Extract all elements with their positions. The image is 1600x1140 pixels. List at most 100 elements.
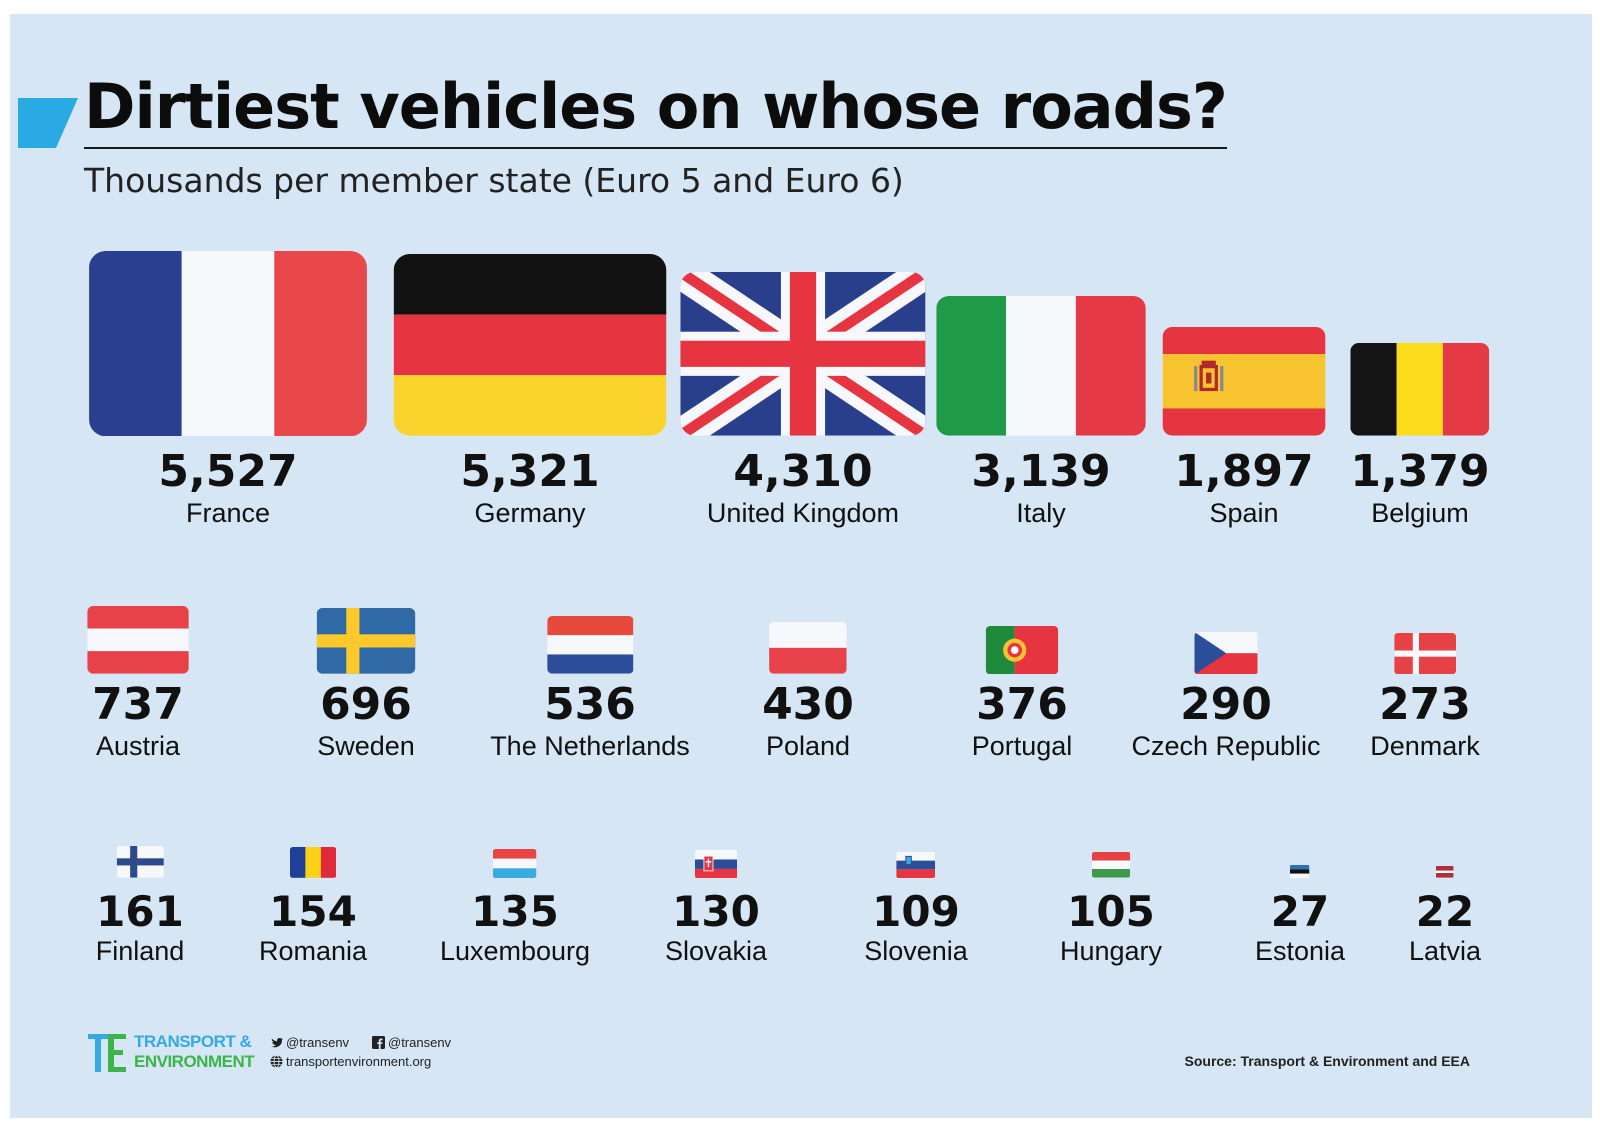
country-estonia: 27 Estonia xyxy=(1255,865,1345,967)
united-kingdom-flag xyxy=(680,272,926,436)
value-label: 737 xyxy=(92,679,184,731)
country-name: Germany xyxy=(474,497,586,528)
value-label: 1,379 xyxy=(1350,446,1490,498)
country-name: Poland xyxy=(765,730,851,761)
country-denmark: 273 Denmark xyxy=(1370,632,1480,762)
country-name: The Netherlands xyxy=(490,730,690,761)
country-portugal: 376 Portugal xyxy=(971,625,1073,762)
country-sweden: 696 Sweden xyxy=(316,608,416,761)
facebook-link[interactable]: @transenv xyxy=(372,1035,451,1050)
country-latvia: 22 Latvia xyxy=(1409,866,1481,967)
poland-flag xyxy=(769,622,847,674)
country-hungary: 105 Hungary xyxy=(1060,852,1162,967)
country-name: Slovenia xyxy=(864,936,968,967)
country-name: Finland xyxy=(95,936,185,967)
italy-flag xyxy=(936,296,1146,436)
luxembourg-flag xyxy=(493,849,537,879)
country-name: Romania xyxy=(258,936,368,967)
country-name: United Kingdom xyxy=(706,497,900,528)
country-name: Estonia xyxy=(1254,936,1346,967)
country-name: Luxembourg xyxy=(439,936,591,967)
twitter-handle: @transenv xyxy=(286,1035,350,1050)
austria-flag xyxy=(87,606,189,675)
te-logo-icon xyxy=(88,1034,126,1072)
country-spain: 1,897 Spain xyxy=(1162,327,1326,528)
country-name: Denmark xyxy=(1370,730,1480,761)
country-name: Slovakia xyxy=(664,936,768,967)
sweden-flag xyxy=(316,608,416,675)
country-slovenia: 109 Slovenia xyxy=(864,851,968,967)
latvia-flag xyxy=(1436,866,1454,878)
france-flag xyxy=(89,250,367,436)
country-name: Hungary xyxy=(1059,936,1163,967)
country-poland: 430 Poland xyxy=(762,622,854,761)
slovenia-flag xyxy=(896,851,936,878)
te-logo: TRANSPORT & ENVIRONMENT xyxy=(88,1032,488,1076)
value-label: 5,527 xyxy=(158,446,298,497)
belgium-flag xyxy=(1350,343,1490,437)
country-czech-republic: 290 Czech Republic xyxy=(1131,631,1321,762)
value-label: 536 xyxy=(544,678,636,730)
netherlands-flag xyxy=(546,616,634,674)
accent-shape xyxy=(18,98,78,148)
hungary-flag xyxy=(1091,852,1131,878)
country-austria: 737 Austria xyxy=(87,606,189,761)
country-italy: 3,139 Italy xyxy=(936,296,1146,528)
value-label: 1,897 xyxy=(1174,446,1314,498)
value-label: 135 xyxy=(471,887,559,937)
country-name: Sweden xyxy=(317,730,415,761)
value-label: 105 xyxy=(1067,886,1155,936)
country-netherlands: 536 The Netherlands xyxy=(490,616,690,761)
country-france: 5,527 France xyxy=(89,250,367,529)
country-name: Portugal xyxy=(971,730,1073,761)
portugal-flag xyxy=(985,625,1059,674)
country-luxembourg: 135 Luxembourg xyxy=(440,849,590,967)
spain-flag xyxy=(1162,327,1326,437)
source-note: Source: Transport & Environment and EEA xyxy=(1184,1053,1471,1069)
country-name: Belgium xyxy=(1371,497,1469,528)
czech-republic-flag xyxy=(1194,631,1258,674)
website-url: transportenvironment.org xyxy=(286,1054,432,1069)
country-romania: 154 Romania xyxy=(259,847,367,967)
value-label: 290 xyxy=(1180,678,1272,730)
germany-flag xyxy=(393,254,667,436)
facebook-handle: @transenv xyxy=(388,1035,452,1050)
value-label: 22 xyxy=(1415,886,1475,936)
value-label: 430 xyxy=(762,679,854,730)
value-label: 376 xyxy=(976,678,1068,730)
value-label: 27 xyxy=(1270,887,1330,937)
country-name: Czech Republic xyxy=(1131,730,1321,761)
country-name: France xyxy=(185,497,271,528)
country-belgium: 1,379 Belgium xyxy=(1350,343,1490,528)
value-label: 273 xyxy=(1379,679,1471,730)
twitter-icon xyxy=(270,1036,283,1049)
romania-flag xyxy=(289,847,337,878)
globe-icon xyxy=(270,1055,283,1068)
website-link[interactable]: transportenvironment.org xyxy=(270,1054,431,1069)
value-label: 109 xyxy=(872,886,960,936)
logo-text-line2: ENVIRONMENT xyxy=(134,1052,255,1071)
page-subtitle: Thousands per member state (Euro 5 and E… xyxy=(84,161,904,200)
country-name: Austria xyxy=(95,730,181,761)
value-label: 3,139 xyxy=(971,445,1111,497)
facebook-icon xyxy=(372,1036,385,1049)
value-label: 161 xyxy=(96,886,184,936)
twitter-link[interactable]: @transenv xyxy=(270,1035,349,1050)
country-finland: 161 Finland xyxy=(95,846,185,967)
infographic-panel xyxy=(10,14,1592,1118)
value-label: 4,310 xyxy=(733,445,873,497)
slovakia-flag xyxy=(694,849,738,878)
country-united-kingdom: 4,310 United Kingdom xyxy=(680,272,926,528)
denmark-flag xyxy=(1394,632,1456,674)
estonia-flag xyxy=(1290,865,1310,879)
value-label: 154 xyxy=(269,886,357,936)
value-label: 130 xyxy=(672,886,760,936)
logo-text-line1: TRANSPORT & xyxy=(134,1032,252,1051)
value-label: 5,321 xyxy=(460,445,600,497)
finland-flag xyxy=(116,846,164,878)
country-slovakia: 130 Slovakia xyxy=(664,849,768,968)
value-label: 696 xyxy=(320,679,412,731)
country-name: Italy xyxy=(1016,497,1066,528)
page-title: Dirtiest vehicles on whose roads? xyxy=(84,70,1228,149)
country-name: Latvia xyxy=(1408,936,1482,967)
